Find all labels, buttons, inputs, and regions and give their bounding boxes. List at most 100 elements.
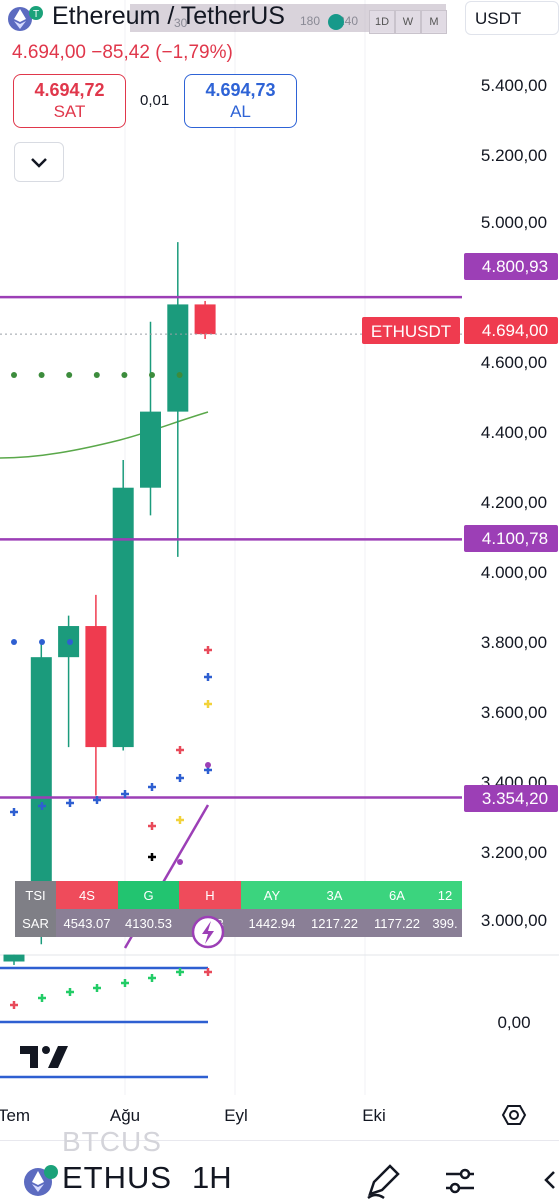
table-value-cell — [56, 909, 118, 937]
y-tick-label: 5.200,00 — [481, 146, 547, 165]
price-change-pct: (−1,79%) — [155, 42, 233, 63]
sliders-icon[interactable] — [440, 1160, 480, 1200]
symbol-title[interactable]: Ethereum / TetherUS — [52, 2, 285, 30]
tradingview-logo — [20, 1046, 68, 1068]
timeframe-m[interactable]: M — [421, 10, 447, 34]
table-header-text: AY — [264, 888, 281, 903]
table-value-text: 1177.22 — [374, 916, 420, 931]
plus-marker — [204, 700, 212, 708]
price-tag-text: 3.354,20 — [482, 789, 548, 808]
timeframe-w[interactable]: W — [395, 10, 421, 34]
candle-0[interactable] — [3, 954, 25, 965]
price-tag-bg — [464, 317, 558, 344]
y-tick-label: 4.200,00 — [481, 493, 547, 512]
table-header-text: 12 — [438, 888, 452, 903]
sar-dot — [176, 372, 183, 378]
candle-7[interactable] — [194, 300, 216, 339]
sar-dot — [38, 372, 45, 378]
currency-label: USDT — [475, 9, 522, 28]
candle-body — [112, 487, 134, 748]
timeframe-strip[interactable]: 180 30 240 1D W M — [130, 4, 447, 34]
timeframe-1d[interactable]: 1D — [369, 10, 395, 34]
table-header-cell — [428, 881, 462, 909]
sar-dot — [39, 639, 45, 645]
candle-4[interactable] — [112, 460, 134, 751]
expand-button[interactable] — [14, 142, 64, 182]
symbol-tag[interactable]: ETHUSDT — [362, 317, 460, 344]
table-value-text: 4543.07 — [64, 916, 111, 931]
candle-body — [3, 954, 25, 962]
table-header-text: G — [143, 888, 153, 903]
x-tick-label: Tem — [0, 1106, 30, 1125]
table-value-cell — [366, 909, 428, 937]
candle-body — [167, 304, 189, 412]
sar-dot — [67, 639, 73, 645]
table-value-cell — [241, 909, 303, 937]
plus-marker — [121, 790, 129, 798]
sar-dot — [66, 372, 73, 378]
y-tick-label: 4.000,00 — [481, 563, 547, 582]
sell-button[interactable]: 4.694,72 SAT — [13, 74, 126, 128]
live-indicator-icon — [328, 14, 344, 30]
flash-icon[interactable] — [191, 915, 225, 949]
price-tag-bg — [464, 785, 558, 812]
buy-button[interactable]: 4.694,73 AL — [184, 74, 297, 128]
y-tick-label: 4.600,00 — [481, 353, 547, 372]
pencil-icon[interactable] — [362, 1160, 402, 1200]
timeframe-faint[interactable]: 30 — [174, 16, 188, 30]
interval-button[interactable]: 1H — [192, 1160, 232, 1195]
ethereum-logo-icon: T — [8, 6, 43, 31]
ma-line — [0, 411, 209, 459]
y-tick-label: 3.800,00 — [481, 633, 547, 652]
price-tag[interactable]: 3.354,20 — [464, 785, 558, 812]
ghost-symbol: BTCUS — [62, 1126, 162, 1157]
ethereum-logo-icon — [24, 1165, 58, 1196]
buy-price: 4.694,73 — [205, 80, 276, 100]
timeframe-faint[interactable]: 180 — [300, 14, 321, 28]
time-axis: Tem Ağu Eyl Eki — [0, 1106, 386, 1125]
price-tag[interactable]: 4.800,93 — [464, 253, 558, 280]
plus-marker — [66, 799, 74, 807]
indicator-table[interactable]: TSI4SGHAY3A6A12SAR4543.074130.533…31442.… — [15, 881, 462, 949]
price-tag[interactable]: 4.100,78 — [464, 525, 558, 552]
table-header-text: 3A — [327, 888, 343, 903]
plus-marker — [93, 796, 101, 804]
currency-selector[interactable]: USDT — [465, 1, 559, 35]
sar-dot — [11, 372, 17, 378]
table-header-text: 4S — [79, 888, 95, 903]
y-tick-label: 3.200,00 — [481, 843, 547, 862]
sar-dot — [93, 372, 100, 378]
table-value-cell — [15, 909, 56, 937]
indicator-lines — [0, 966, 208, 1079]
spread-value: 0,01 — [140, 92, 170, 109]
symbol-tag-text: ETHUSDT — [371, 322, 451, 341]
plus-marker — [148, 783, 156, 791]
x-tick-label: Ağu — [110, 1106, 140, 1125]
plus-marker — [204, 646, 212, 654]
plus-marker — [176, 968, 184, 976]
sell-price: 4.694,72 — [34, 80, 105, 100]
price-tag-bg — [464, 525, 558, 552]
symbol-button[interactable]: ETHUS — [62, 1160, 173, 1195]
price-change: −85,42 — [91, 42, 150, 63]
arrow-left-icon[interactable] — [530, 1160, 559, 1200]
table-value-cell — [303, 909, 366, 937]
plus-marker — [66, 988, 74, 996]
table-header-cell — [303, 881, 366, 909]
price-axis: 5.400,00 5.200,00 5.000,00 4.600,00 4.400,00… — [481, 76, 547, 1032]
moving-average — [0, 411, 209, 459]
candle-body — [85, 626, 107, 748]
axis-settings-icon[interactable] — [501, 1105, 527, 1125]
table-header-cell — [241, 881, 303, 909]
candle-2[interactable] — [58, 615, 80, 748]
candle-5[interactable] — [140, 321, 161, 516]
table-value-text: 1442.94 — [249, 916, 296, 931]
y-tick-label: 3.000,00 — [481, 911, 547, 930]
plus-marker — [148, 974, 156, 982]
candle-3[interactable] — [85, 594, 107, 796]
price-tag[interactable]: 4.694,00 — [464, 317, 558, 344]
sell-label: SAT — [53, 102, 86, 121]
y-tick-label: 4.400,00 — [481, 423, 547, 442]
candle-6[interactable] — [167, 242, 189, 557]
